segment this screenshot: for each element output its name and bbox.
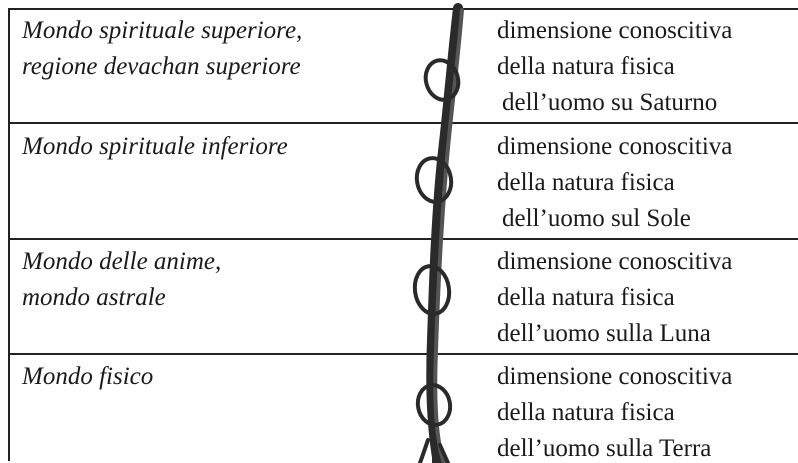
description: dell’uomo su Saturno <box>502 89 718 116</box>
world-name: regione devachan superiore <box>22 53 301 80</box>
description: dimensione conoscitiva <box>497 248 733 275</box>
description: della natura fisica <box>497 284 675 311</box>
description: della natura fisica <box>497 53 675 80</box>
description: dell’uomo sulla Terra <box>497 435 712 462</box>
world-name: Mondo delle anime, <box>22 248 222 275</box>
row-border <box>8 8 798 10</box>
row-border <box>8 353 798 355</box>
world-name: Mondo spirituale inferiore <box>22 133 288 160</box>
description: dell’uomo sul Sole <box>502 205 691 232</box>
description: dimensione conoscitiva <box>497 17 733 44</box>
description: dell’uomo sulla Luna <box>497 320 711 347</box>
world-name: mondo astrale <box>22 284 166 311</box>
table-border <box>8 8 10 461</box>
description: dimensione conoscitiva <box>497 133 733 160</box>
description: della natura fisica <box>497 169 675 196</box>
row-border <box>8 238 798 240</box>
row-border <box>8 122 798 124</box>
description: della natura fisica <box>497 399 675 426</box>
description: dimensione conoscitiva <box>497 363 733 390</box>
world-name: Mondo fisico <box>22 363 154 390</box>
world-name: Mondo spirituale superiore, <box>22 17 303 44</box>
